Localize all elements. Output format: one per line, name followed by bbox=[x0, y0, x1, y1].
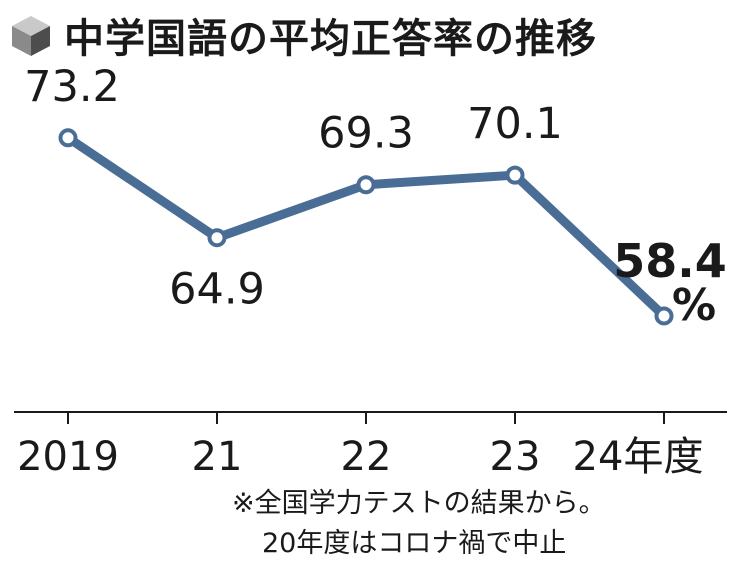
data-point-marker bbox=[654, 306, 674, 326]
x-tick-label: 23 bbox=[490, 434, 541, 480]
footnote: ※全国学力テストの結果から。 20年度はコロナ禍で中止 bbox=[232, 484, 606, 564]
data-point-marker bbox=[58, 128, 78, 148]
cube-icon bbox=[12, 16, 50, 56]
data-value-label: 73.2 bbox=[24, 62, 120, 112]
data-point-marker bbox=[356, 175, 376, 195]
data-value-label: 64.9 bbox=[169, 265, 265, 315]
chart-header: 中学国語の平均正答率の推移 bbox=[8, 6, 597, 64]
data-value-label: 70.1 bbox=[467, 99, 563, 149]
data-value-label: 69.3 bbox=[318, 109, 414, 159]
x-tick-label: 2019 bbox=[17, 434, 119, 480]
x-tick-label: 22 bbox=[341, 434, 392, 480]
data-value-label: 58.4 bbox=[613, 234, 727, 288]
footnote-line-2: 20年度はコロナ禍で中止 bbox=[262, 528, 567, 559]
x-tick-label: 24年度 bbox=[573, 434, 704, 480]
x-tick-label: 21 bbox=[192, 434, 243, 480]
data-point-marker bbox=[505, 165, 525, 185]
chart-title: 中学国語の平均正答率の推移 bbox=[64, 16, 597, 62]
value-unit-label: % bbox=[672, 280, 716, 331]
series-line bbox=[63, 133, 669, 321]
data-point-marker bbox=[207, 228, 227, 248]
footnote-line-1: ※全国学力テストの結果から。 bbox=[232, 488, 606, 519]
